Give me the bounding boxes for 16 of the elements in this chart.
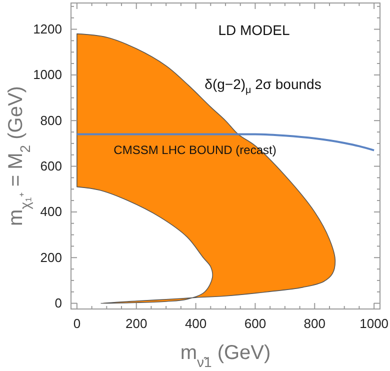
y-tick-label: 400 — [40, 204, 62, 220]
y-tick-label: 0 — [54, 295, 62, 310]
x-tick-label: 200 — [126, 316, 148, 332]
y-tick-label: 800 — [40, 112, 62, 128]
y-tick-label: 1000 — [33, 67, 62, 82]
y-tick-label: 200 — [40, 250, 62, 265]
annotation: δ(g−2)$_{μ}$ 2σ bounds — [204, 76, 322, 96]
x-tick-label: 800 — [304, 316, 326, 332]
x-axis-title: m$_{ν̃1}$ (GeV) — [180, 342, 271, 370]
x-tick-label: 600 — [244, 316, 266, 332]
y-tick-label: 600 — [40, 158, 62, 174]
annotation: LD MODEL — [218, 22, 290, 38]
y-tick-label: 1200 — [33, 21, 62, 36]
x-tick-label: 0 — [73, 316, 81, 332]
x-tick-label: 400 — [184, 316, 207, 332]
x-tick-label: 1000 — [360, 316, 389, 332]
